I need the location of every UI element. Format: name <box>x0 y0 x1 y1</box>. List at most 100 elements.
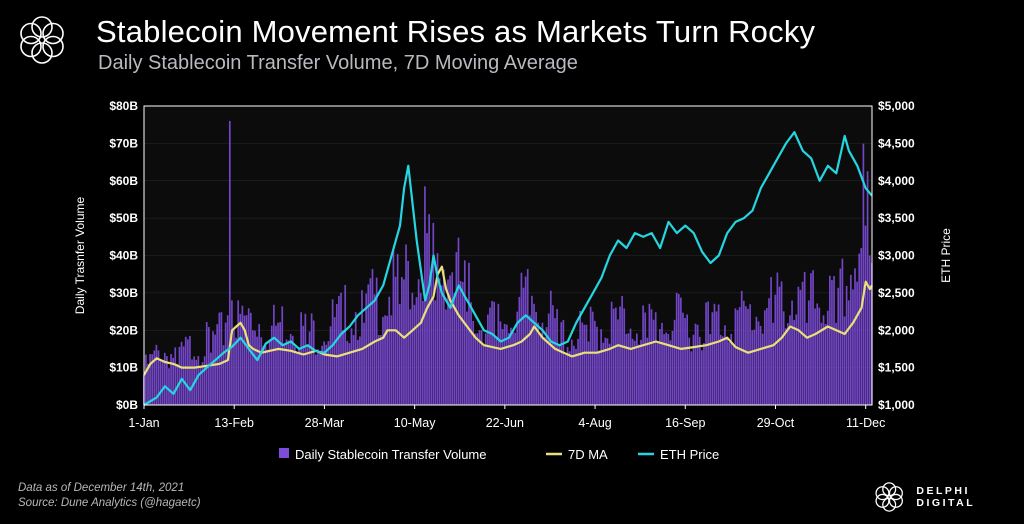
volume-bar <box>510 327 512 405</box>
volume-bar <box>721 336 724 405</box>
volume-bar <box>426 233 428 405</box>
chart-footnote: Data as of December 14th, 2021 Source: D… <box>18 481 201 511</box>
volume-bar <box>195 359 198 405</box>
volume-bar <box>224 322 227 405</box>
volume-bar <box>719 334 722 405</box>
volume-bar <box>415 297 418 405</box>
volume-bar <box>554 318 556 405</box>
volume-bar <box>470 302 472 405</box>
volume-bar <box>434 300 437 405</box>
volume-bar <box>495 337 498 405</box>
volume-bar <box>755 316 758 405</box>
volume-bar <box>390 315 393 405</box>
volume-bar <box>191 359 193 405</box>
y2-tick-label: $4,000 <box>878 174 915 188</box>
volume-bar <box>245 315 248 405</box>
volume-bar <box>296 352 298 405</box>
volume-bar <box>570 339 573 405</box>
volume-bar <box>849 274 852 405</box>
volume-bar <box>497 303 500 405</box>
volume-bar <box>218 312 221 405</box>
volume-bar <box>348 343 351 405</box>
volume-bar <box>484 333 487 405</box>
volume-bar <box>499 321 502 405</box>
volume-bar <box>384 315 386 405</box>
delphi-logo-icon <box>875 482 903 512</box>
volume-bar <box>145 354 147 405</box>
volume-bar <box>419 292 422 405</box>
volume-bar <box>745 306 747 405</box>
volume-bar <box>487 314 489 405</box>
volume-bar <box>528 315 531 405</box>
y2-tick-label: $5,000 <box>878 99 915 113</box>
volume-bar <box>549 290 552 405</box>
volume-bar <box>860 248 863 405</box>
volume-bar <box>174 347 177 405</box>
volume-bar <box>780 281 783 405</box>
volume-bar <box>619 306 621 405</box>
volume-bar <box>451 272 454 405</box>
volume-bar <box>610 301 613 405</box>
volume-bar <box>409 309 412 405</box>
volume-bar <box>864 225 867 405</box>
volume-bar <box>828 275 831 405</box>
volume-bar <box>268 341 271 405</box>
x-tick-label: 10-May <box>394 416 436 430</box>
volume-bar <box>447 279 449 405</box>
volume-bar <box>650 309 653 405</box>
volume-bar <box>222 345 225 405</box>
volume-bar <box>698 336 701 405</box>
volume-bar <box>617 319 619 405</box>
volume-bar <box>524 276 527 405</box>
volume-bar <box>147 363 149 405</box>
volume-bar <box>335 303 338 405</box>
volume-bar <box>361 290 363 405</box>
volume-bar <box>455 252 458 405</box>
volume-bar <box>763 310 766 405</box>
volume-bar <box>631 338 634 405</box>
y2-tick-label: $1,500 <box>878 361 915 375</box>
volume-bar <box>394 276 397 405</box>
legend-label: ETH Price <box>660 447 719 462</box>
volume-bar <box>266 349 269 405</box>
volume-bar <box>556 309 558 405</box>
x-tick-label: 22-Jun <box>486 416 524 430</box>
y2-tick-label: $3,000 <box>878 249 915 263</box>
volume-bar <box>493 301 495 405</box>
volume-bar <box>589 306 592 405</box>
brand-name: DELPHI DIGITAL <box>916 485 976 509</box>
volume-bar <box>782 311 785 405</box>
volume-bar <box>442 269 445 405</box>
volume-bar <box>184 336 187 405</box>
volume-bar <box>843 316 846 405</box>
volume-bar <box>583 324 586 405</box>
volume-bar <box>308 331 311 405</box>
volume-bar <box>669 340 672 405</box>
volume-bar <box>302 325 305 405</box>
ma-line <box>143 265 873 376</box>
volume-bar <box>386 315 388 405</box>
volume-bar <box>228 120 231 405</box>
volume-bar <box>822 315 825 405</box>
y2-tick-label: $2,500 <box>878 286 915 300</box>
volume-bar <box>533 303 535 405</box>
volume-bar <box>738 307 741 405</box>
volume-bar <box>430 274 433 405</box>
plot-border <box>143 105 873 406</box>
volume-bar <box>403 279 405 405</box>
volume-bar <box>856 281 858 405</box>
volume-bar <box>180 341 183 405</box>
volume-bar <box>153 350 156 405</box>
volume-bar <box>736 310 739 405</box>
volume-bar <box>279 322 281 405</box>
volume-bar <box>254 330 256 405</box>
volume-bar <box>197 356 200 405</box>
volume-bar <box>799 289 802 405</box>
volume-bar <box>170 354 172 405</box>
volume-bar <box>459 280 462 405</box>
volume-bar <box>514 332 516 405</box>
volume-bar <box>338 295 340 405</box>
volume-bar <box>751 330 754 405</box>
volume-bar <box>730 333 733 405</box>
volume-bar <box>264 344 267 405</box>
